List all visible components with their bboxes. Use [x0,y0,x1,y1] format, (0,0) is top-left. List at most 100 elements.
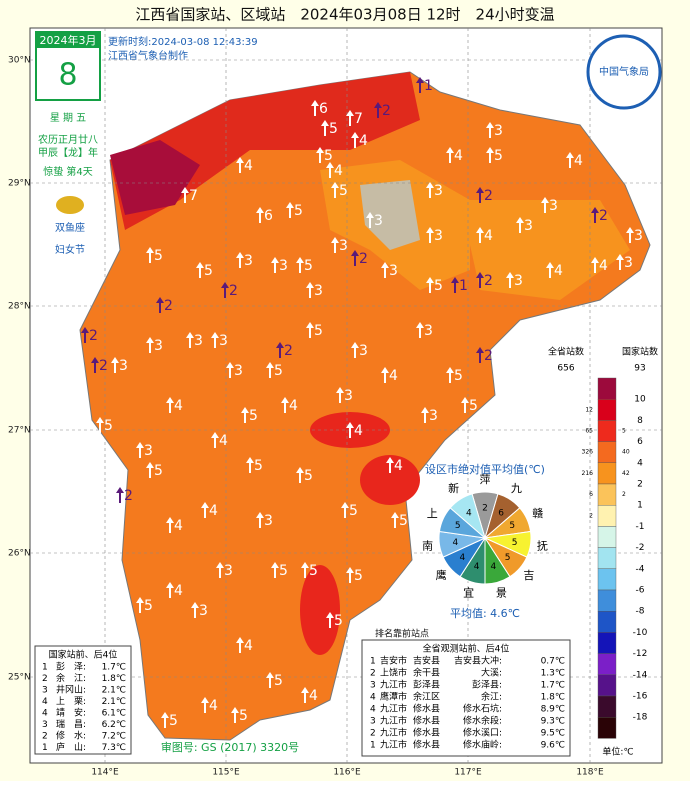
station-value: 2 [284,343,293,359]
station-arrow [626,227,634,243]
station-arrow [351,132,359,148]
station-value: 5 [304,468,313,484]
national-cell: 修 水: [56,730,86,742]
station-arrow [506,272,514,288]
station-value: 5 [249,408,258,424]
all-cell: 九江市 [380,715,407,727]
pie-value: 4 [491,562,497,572]
station-arrow [181,187,189,203]
station-arrow [136,442,144,458]
pie-value: 5 [509,521,515,531]
station-arrow [266,362,274,378]
arrow-head [374,102,382,108]
arrow-head [541,197,549,203]
station-value: 3 [199,603,208,619]
national-cell: 上 栗: [56,696,86,707]
longitude-label: 116°E [333,768,361,778]
zodiac: 双鱼座 [55,221,85,234]
legend-all-total: 656 [557,364,574,374]
all-cell: 9.6℃ [541,741,565,751]
station-arrow [116,487,124,503]
station-arrow [301,687,309,703]
station-value: 5 [274,363,283,379]
station-value: 3 [279,258,288,274]
arrow-head [96,417,104,423]
legend-level: -12 [633,649,648,659]
station-value: 5 [494,148,503,164]
pie-label: 景 [496,587,507,600]
arrow-head [316,147,324,153]
arrow-head [451,277,459,283]
national-cell: 余 江: [56,672,86,684]
pie-value: 4 [474,562,480,572]
station-arrow [96,417,104,433]
legend-swatch [597,568,617,591]
station-value: 5 [354,568,363,584]
lake [360,180,420,250]
station-arrow [236,157,244,173]
station-arrow [476,272,484,288]
all-cell: 2 [370,669,376,679]
station-arrow [341,502,349,518]
legend-swatch [597,483,617,506]
arrow-head [166,517,174,523]
all-cell: 4 [370,693,376,703]
station-arrow [326,162,334,178]
station-value: 3 [264,513,273,529]
station-arrow [276,342,284,358]
pie-label: 新 [448,481,459,495]
arrow-head [256,207,264,213]
arrow-head [201,697,209,703]
national-cell: 6.2℃ [102,720,126,730]
station-value: 2 [89,328,98,344]
station-value: 5 [204,263,213,279]
station-value: 3 [549,198,558,214]
pie-value: 5 [455,521,461,531]
arrow-head [381,262,389,268]
station-arrow [311,100,319,116]
station-arrow [111,357,119,373]
arrow-head [416,77,424,83]
station-value: 3 [359,343,368,359]
pie-value: 4 [460,553,466,563]
pie-label: 鹰 [436,568,447,582]
station-value: 2 [382,103,391,119]
title: 江西省国家站、区域站 2024年03月08日 12时 24小时变温 [135,6,554,24]
station-arrow [241,407,249,423]
all-cell: 2 [370,729,376,739]
station-value: 5 [434,278,443,294]
arrow-head [276,342,284,348]
arrow-head [506,272,514,278]
arrow-head [616,254,624,260]
legend-level: 10 [634,395,646,405]
arrow-head [391,512,399,518]
pie-value: 5 [505,553,511,563]
legend-swatch [597,526,617,548]
arrow-head [286,202,294,208]
station-value: 3 [434,228,443,244]
station-value: 5 [279,563,288,579]
arrow-head [296,257,304,263]
lunar-date: 农历正月廿八 [38,133,98,146]
station-arrow [591,257,599,273]
legend-swatch [597,505,617,527]
station-arrow [156,297,164,313]
arrow-head [211,332,219,338]
arrow-head [181,187,189,193]
arrow-head [116,487,124,493]
arrow-head [546,262,554,268]
station-value: 5 [329,121,338,137]
legend-national-count: 5 [622,428,626,435]
arrow-head [216,562,224,568]
national-cell: 7.2℃ [102,732,126,742]
station-value: 5 [144,598,153,614]
station-arrow [81,327,89,343]
national-cell: 2 [42,674,48,684]
arrow-head [476,187,484,193]
arrow-head [136,597,144,603]
station-value: 7 [189,188,198,204]
station-arrow [266,672,274,688]
legend-swatch [597,632,617,654]
station-arrow [351,342,359,358]
station-value: 2 [359,251,368,267]
